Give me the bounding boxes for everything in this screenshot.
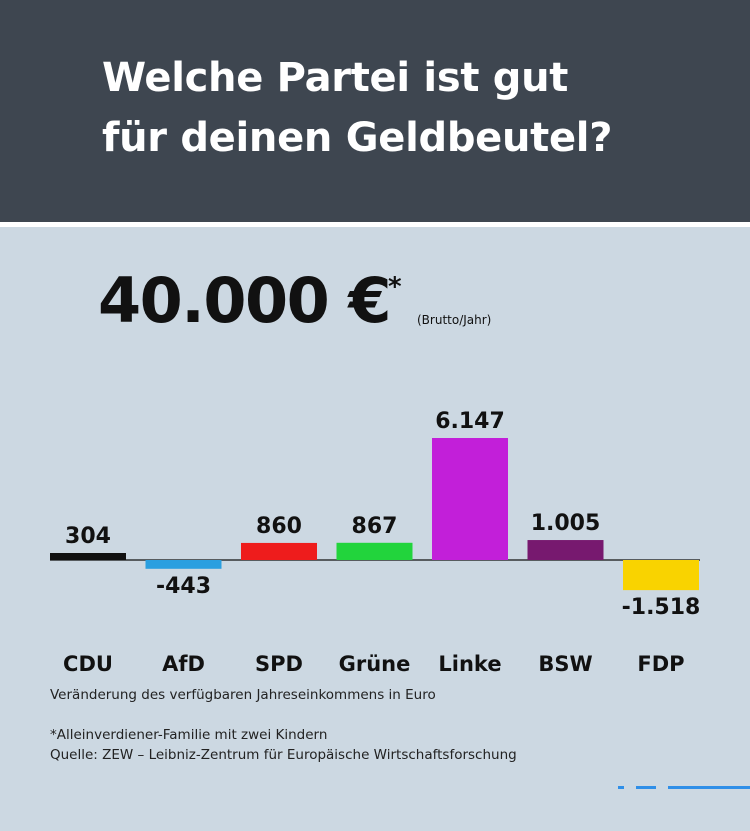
income-asterisk: * xyxy=(388,272,402,302)
bar-cdu xyxy=(50,553,126,560)
category-label: Grüne xyxy=(339,652,411,676)
income-note: (Brutto/Jahr) xyxy=(417,313,492,327)
header-banner: Welche Partei ist gut für deinen Geldbeu… xyxy=(0,0,750,222)
footnotes: *Alleinverdiener-Familie mit zwei Kinder… xyxy=(50,725,517,765)
chart-caption: Veränderung des verfügbaren Jahreseinkom… xyxy=(50,687,436,703)
decoration-line xyxy=(668,786,750,789)
bar-bsw xyxy=(527,540,604,560)
bar-grüne xyxy=(336,542,413,560)
bar-spd xyxy=(241,542,317,560)
title-line-1: Welche Partei ist gut xyxy=(102,55,569,101)
bar-fdp xyxy=(623,560,699,591)
decoration-dash xyxy=(618,786,624,789)
value-label: 304 xyxy=(65,524,111,549)
bar-afd xyxy=(145,560,222,569)
title-line-2: für deinen Geldbeutel? xyxy=(102,115,613,161)
value-label: 6.147 xyxy=(435,409,505,434)
page-title: Welche Partei ist gut für deinen Geldbeu… xyxy=(102,48,612,168)
value-label: 1.005 xyxy=(531,511,601,536)
value-label: 860 xyxy=(256,514,302,539)
category-label: BSW xyxy=(538,652,592,676)
value-label: -443 xyxy=(156,574,211,599)
divider xyxy=(0,222,750,227)
income-amount: 40.000 € xyxy=(98,264,391,337)
category-label: AfD xyxy=(162,652,205,676)
category-label: Linke xyxy=(438,652,501,676)
footnote-family: *Alleinverdiener-Familie mit zwei Kinder… xyxy=(50,727,328,743)
decoration-dash xyxy=(636,786,656,789)
category-label: CDU xyxy=(63,652,113,676)
footnote-source: Quelle: ZEW – Leibniz-Zentrum für Europä… xyxy=(50,747,517,763)
bar-linke xyxy=(432,438,508,560)
value-label: 867 xyxy=(352,514,398,539)
value-label: -1.518 xyxy=(622,595,701,620)
category-label: FDP xyxy=(637,652,684,676)
category-label: SPD xyxy=(255,652,303,676)
bar-chart: 304 CDU -443 AfD 860 SPD 867 Grüne 6.147 Linke 1.0… xyxy=(50,409,701,676)
